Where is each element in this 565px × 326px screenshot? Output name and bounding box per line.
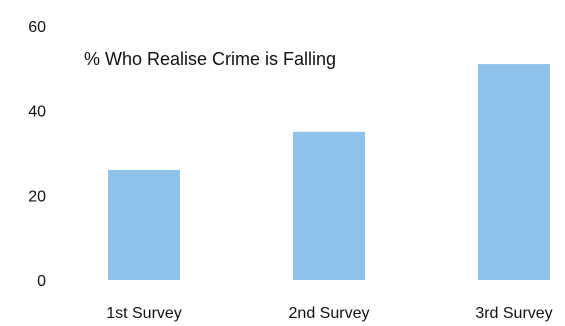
bars [108,64,550,280]
x-axis-labels: 1st Survey 2nd Survey 3rd Survey [106,305,552,322]
y-tick-label: 40 [28,104,46,121]
y-tick-label: 20 [28,188,46,205]
x-category-label: 2nd Survey [289,305,370,322]
x-category-label: 3rd Survey [475,305,552,322]
x-category-label: 1st Survey [106,305,182,322]
bar [108,169,180,280]
bar [293,131,365,280]
y-tick-label: 0 [37,273,46,290]
y-axis-ticks: 0 20 40 60 [28,19,46,290]
bar [478,64,550,280]
y-tick-label: 60 [28,19,46,36]
chart-title: % Who Realise Crime is Falling [84,49,336,69]
